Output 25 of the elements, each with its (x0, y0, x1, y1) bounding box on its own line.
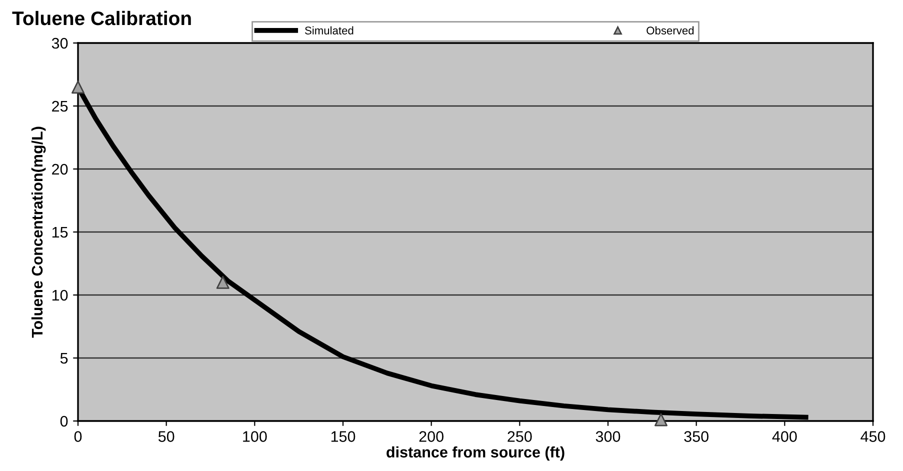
y-tick-label: 25 (52, 100, 68, 112)
y-tick-label: 20 (52, 164, 68, 175)
point (654, 413, 668, 426)
x-tick-label: 150 (331, 431, 356, 442)
chart-title: Toluene Calibration (12, 10, 191, 26)
x-tick-label: 350 (684, 431, 708, 442)
x-tick-label: 0 (74, 431, 82, 442)
point (216, 276, 230, 289)
point (71, 80, 85, 94)
x-tick-label: 100 (243, 431, 267, 442)
y-axis-title: Toluene Concentration(mg/L) (31, 126, 46, 338)
y-tick-label: 15 (52, 227, 68, 238)
x-axis-title: distance from source (ft) (386, 446, 564, 461)
x-tick-label: 250 (508, 431, 532, 442)
y-tick-label: 0 (60, 416, 68, 427)
legend-label: Simulated (304, 26, 354, 34)
x-tick-label: 300 (596, 431, 620, 442)
x-tick-label: 400 (772, 431, 797, 442)
y-tick-label: 30 (52, 38, 68, 49)
y-tick-label: 5 (60, 353, 68, 364)
legend-label: Observed (646, 26, 694, 34)
x-tick-label: 200 (419, 431, 444, 442)
x-tick-label: 50 (158, 431, 174, 442)
x-tick-label: 450 (860, 431, 886, 442)
y-tick-label: 10 (52, 290, 68, 301)
